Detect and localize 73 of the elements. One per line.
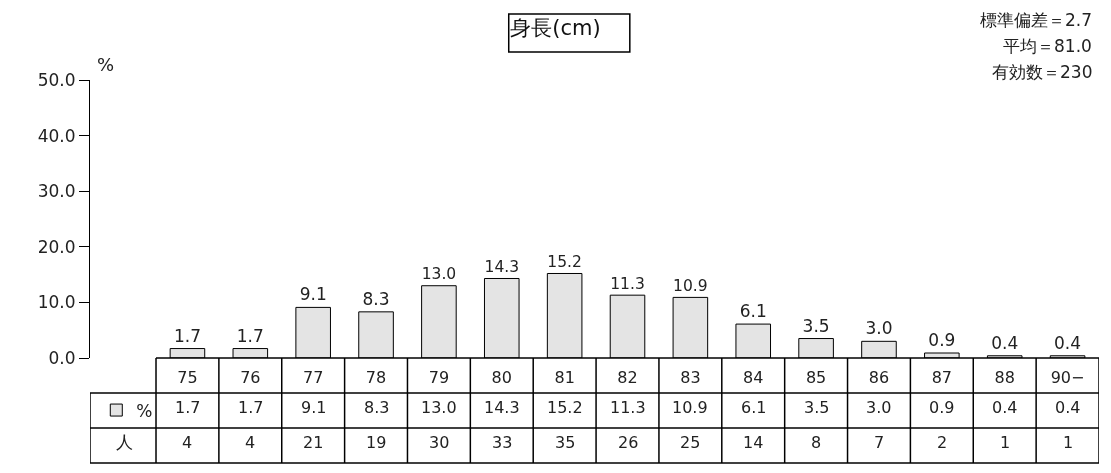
text: 33 (492, 433, 513, 452)
data-label: 1.7 (175, 398, 201, 417)
x-tick-label: 88 (994, 368, 1015, 387)
data-label: 0.9 (929, 398, 955, 417)
legend-label: % (136, 400, 153, 421)
y-tick-label: 40.0 (37, 125, 76, 146)
text: 0.4 (1054, 332, 1082, 353)
text: 30 (429, 433, 450, 452)
text: 21 (303, 433, 324, 452)
data-label: 15.2 (547, 398, 583, 417)
text: 11.3 (610, 274, 645, 293)
data-label: 1.7 (238, 398, 264, 417)
text: 4 (182, 433, 193, 452)
x-tick-label: 82 (617, 368, 638, 387)
text: 7 (874, 433, 885, 452)
x-tick-label: 87 (931, 368, 953, 387)
text: 14 (743, 433, 764, 452)
x-tick-label: 81 (554, 368, 575, 387)
data-label: 13.0 (421, 398, 457, 417)
text: 2 (937, 433, 948, 452)
text: 3.0 (865, 318, 893, 339)
x-tick-label: 90− (1050, 368, 1085, 387)
x-tick-label: 80 (491, 368, 512, 387)
y-tick-label: 20.0 (37, 236, 76, 257)
text: 14.3 (484, 257, 520, 276)
text: 1.7 (236, 325, 264, 346)
text: 0.9 (928, 330, 956, 350)
text: 平均＝81.0 (1003, 36, 1092, 56)
data-label: 0.4 (1055, 398, 1081, 417)
data-label: 6.1 (741, 398, 767, 417)
x-tick-label: 75 (177, 368, 198, 387)
text: 25 (680, 433, 701, 452)
data-label: 3.0 (866, 398, 892, 417)
data-label: 0.4 (992, 398, 1018, 417)
text: 標準偏差＝2.7 (980, 10, 1093, 30)
y-tick-label: 50.0 (37, 69, 76, 90)
annotation: 有効数＝230 (992, 62, 1093, 82)
text: 1.7 (173, 325, 201, 346)
data-label: 14.3 (484, 398, 520, 417)
text: 35 (555, 433, 576, 452)
data-label: 11.3 (610, 398, 646, 417)
data-label: 3.5 (804, 398, 830, 417)
text: 6.1 (739, 301, 767, 322)
data-label: 9.1 (301, 398, 327, 417)
data-label: 10.9 (672, 398, 708, 417)
text: 3.5 (802, 315, 830, 336)
x-tick-label: 85 (805, 368, 827, 387)
x-tick-label: 86 (868, 368, 890, 387)
text: 1 (1000, 433, 1011, 452)
text: 8 (811, 433, 822, 452)
text: 1 (1063, 433, 1074, 452)
x-tick-label: 77 (302, 368, 324, 387)
text: 19 (366, 433, 387, 452)
data-label: 8.3 (364, 398, 390, 417)
text: 13.0 (421, 265, 457, 284)
text: 9.1 (299, 284, 327, 305)
x-tick-label: 76 (240, 368, 261, 387)
text: 26 (618, 433, 639, 452)
y-tick-label: 10.0 (37, 292, 76, 313)
chart-title: 身長(cm) (510, 15, 601, 40)
x-tick-label: 78 (365, 368, 387, 387)
text: 人 (116, 432, 133, 452)
x-tick-label: 83 (680, 368, 701, 387)
y-tick-label: 0.0 (48, 347, 76, 368)
y-axis-title: % (97, 54, 115, 75)
y-tick-label: 30.0 (37, 181, 76, 202)
x-tick-label: 79 (428, 368, 450, 387)
text: 0.4 (991, 332, 1019, 353)
x-tick-label: 84 (743, 368, 764, 387)
text: 15.2 (547, 252, 582, 271)
text: 4 (245, 433, 256, 452)
text: 10.9 (673, 276, 708, 295)
text: 8.3 (362, 288, 390, 309)
